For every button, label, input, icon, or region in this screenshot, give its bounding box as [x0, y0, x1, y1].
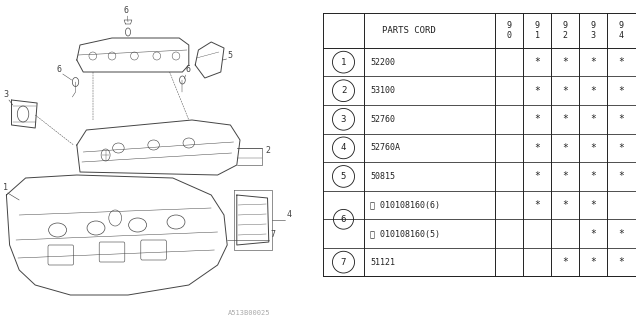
Text: 4: 4: [341, 143, 346, 152]
Text: 52760: 52760: [370, 115, 395, 124]
Text: *: *: [563, 200, 568, 210]
Text: 7: 7: [341, 258, 346, 267]
Text: 9
1: 9 1: [534, 20, 540, 40]
Text: *: *: [534, 114, 540, 124]
Text: *: *: [534, 200, 540, 210]
Text: 52760A: 52760A: [370, 143, 400, 152]
Text: 5: 5: [227, 51, 232, 60]
Text: *: *: [534, 172, 540, 181]
Text: 1: 1: [341, 58, 346, 67]
Text: 51121: 51121: [370, 258, 395, 267]
Text: *: *: [591, 228, 596, 239]
Text: *: *: [534, 143, 540, 153]
Text: 7: 7: [270, 230, 275, 239]
Text: *: *: [591, 257, 596, 267]
Text: *: *: [563, 172, 568, 181]
Text: 6: 6: [56, 65, 61, 74]
Text: *: *: [618, 228, 625, 239]
Text: *: *: [591, 114, 596, 124]
Text: *: *: [563, 86, 568, 96]
Text: 6: 6: [186, 65, 191, 74]
Text: 9
3: 9 3: [591, 20, 596, 40]
Text: Ⓑ 010108160(5): Ⓑ 010108160(5): [370, 229, 440, 238]
Text: 3: 3: [341, 115, 346, 124]
Text: *: *: [618, 57, 625, 67]
Text: *: *: [618, 143, 625, 153]
Text: *: *: [591, 172, 596, 181]
Text: 2: 2: [266, 146, 271, 155]
Text: PARTS CORD: PARTS CORD: [382, 26, 436, 35]
Text: Ⓑ 010108160(6): Ⓑ 010108160(6): [370, 201, 440, 210]
Text: 6: 6: [124, 6, 129, 15]
Text: *: *: [563, 257, 568, 267]
Text: *: *: [618, 86, 625, 96]
Text: 4: 4: [287, 210, 292, 219]
Text: 9
2: 9 2: [563, 20, 568, 40]
Text: 3: 3: [3, 90, 8, 99]
Text: 5: 5: [341, 172, 346, 181]
Text: *: *: [591, 143, 596, 153]
Text: 52200: 52200: [370, 58, 395, 67]
Text: A513B00025: A513B00025: [228, 310, 271, 316]
Text: *: *: [563, 57, 568, 67]
Text: *: *: [618, 257, 625, 267]
Text: 53100: 53100: [370, 86, 395, 95]
Text: *: *: [618, 172, 625, 181]
Text: 6: 6: [341, 215, 346, 224]
Text: *: *: [591, 86, 596, 96]
Text: *: *: [591, 200, 596, 210]
Text: *: *: [563, 114, 568, 124]
Text: 50815: 50815: [370, 172, 395, 181]
Text: 9
0: 9 0: [506, 20, 511, 40]
Text: 9
4: 9 4: [619, 20, 624, 40]
Text: 2: 2: [341, 86, 346, 95]
Text: *: *: [591, 57, 596, 67]
Text: *: *: [563, 143, 568, 153]
Text: *: *: [618, 114, 625, 124]
Text: *: *: [534, 57, 540, 67]
Text: 1: 1: [3, 183, 8, 192]
Text: *: *: [534, 86, 540, 96]
